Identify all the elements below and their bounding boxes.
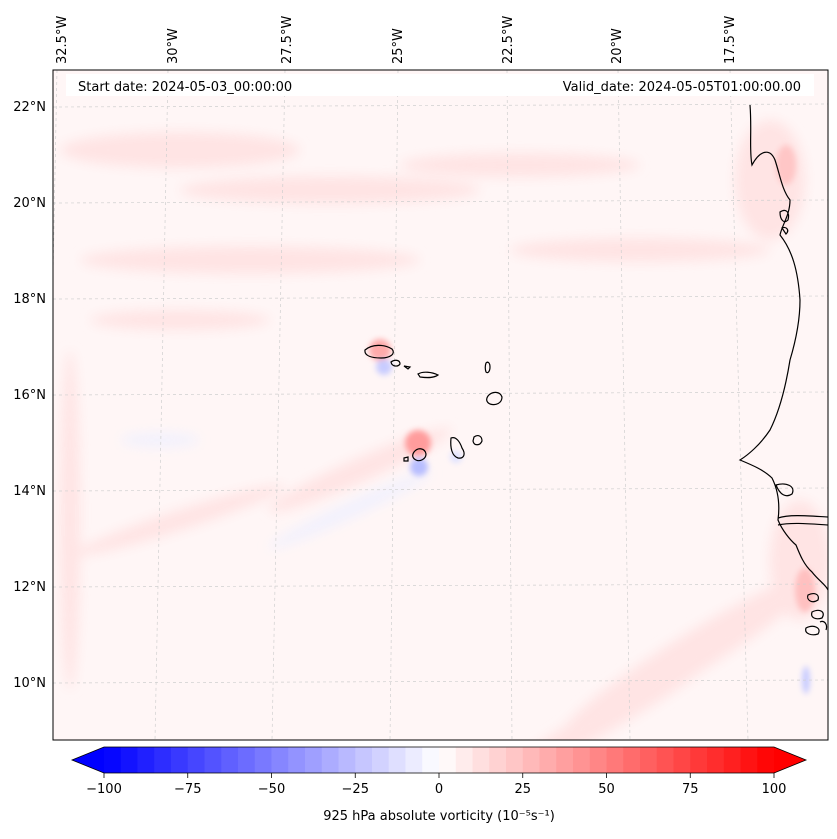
colorbar-cells [104, 747, 775, 773]
lon-label: 17.5°W [723, 16, 738, 64]
lat-label: 18°N [13, 292, 46, 307]
colorbar-cell [388, 747, 406, 773]
colorbar-cell [656, 747, 674, 773]
island-santa-luzia [403, 365, 412, 370]
colorbar-tick-label: −100 [86, 782, 122, 797]
island-boa-vista [486, 391, 503, 406]
vorticity-faint-blue [120, 433, 432, 549]
colorbar-cell [154, 747, 172, 773]
colorbar-cell [556, 747, 574, 773]
colorbar-cell [355, 747, 373, 773]
vorticity-island-dipoles [369, 145, 815, 694]
colorbar-cell [472, 747, 490, 773]
colorbar-cell [238, 747, 256, 773]
lon-label: 20°W [610, 28, 625, 64]
map-frame [52, 69, 829, 741]
island-fogo [412, 448, 427, 462]
colorbar-cell [120, 747, 138, 773]
colorbar-cell [723, 747, 741, 773]
colorbar-cell [271, 747, 289, 773]
lat-label: 20°N [13, 196, 46, 211]
colorbar-cell [288, 747, 306, 773]
colorbar-tick-label: 50 [598, 782, 615, 797]
colorbar-tick-label: 25 [514, 782, 531, 797]
colorbar-cell [606, 747, 624, 773]
lat-label: 10°N [13, 676, 46, 691]
colorbar-cell [589, 747, 607, 773]
colorbar-cell [740, 747, 758, 773]
start-date-label: Start date: 2024-05-03_00:00:00 [78, 80, 292, 95]
colorbar-cell [321, 747, 339, 773]
island-sao-nicolau [417, 371, 440, 379]
cape-verde-islands [364, 344, 503, 462]
colorbar-cell [422, 747, 440, 773]
colorbar-cell [623, 747, 641, 773]
colorbar-cell [455, 747, 473, 773]
map-panel [53, 70, 828, 740]
colorbar-tick-label: 100 [762, 782, 787, 797]
island-santiago [450, 437, 465, 459]
colorbar-cell [338, 747, 356, 773]
latitude-labels: 22°N 20°N 18°N 16°N 14°N 12°N 10°N [13, 100, 46, 691]
colorbar-cell [221, 747, 239, 773]
island-santo-antao [364, 344, 394, 359]
valid-date-label: Valid_date: 2024-05-05T01:00:00.00 [563, 80, 801, 95]
lon-label: 25°W [391, 28, 406, 64]
colorbar-cell [137, 747, 155, 773]
colorbar-tick-label: −25 [342, 782, 369, 797]
colorbar-cell [372, 747, 390, 773]
colorbar-cell [757, 747, 775, 773]
lon-label: 27.5°W [280, 16, 295, 64]
lon-label: 22.5°W [501, 16, 516, 64]
island-brava [403, 456, 409, 462]
date-header-box [66, 74, 814, 96]
west-africa-coastline [738, 104, 828, 636]
colorbar-cell [506, 747, 524, 773]
colorbar-cell [204, 747, 222, 773]
colorbar-tick-label: −50 [258, 782, 285, 797]
lon-label: 30°W [166, 28, 181, 64]
colorbar-cell [539, 747, 557, 773]
colorbar-label: 925 hPa absolute vorticity (10⁻⁵s⁻¹) [323, 809, 555, 824]
colorbar-cell [673, 747, 691, 773]
colorbar-cell [489, 747, 507, 773]
colorbar-cell [305, 747, 323, 773]
colorbar-ticks: −100 −75 −50 −25 0 25 50 75 100 [86, 773, 786, 797]
graticule [53, 70, 828, 740]
colorbar-tick-label: 0 [435, 782, 443, 797]
colorbar-cell [171, 747, 189, 773]
island-sal [484, 361, 491, 374]
colorbar-cell [640, 747, 658, 773]
colorbar-cell [187, 747, 205, 773]
lat-label: 14°N [13, 484, 46, 499]
longitude-labels: 32.5°W 30°W 27.5°W 25°W 22.5°W 20°W 17.5… [55, 16, 738, 64]
colorbar-cell [254, 747, 272, 773]
lon-label: 32.5°W [55, 16, 70, 64]
colorbar-cell [573, 747, 591, 773]
island-maio [472, 435, 483, 446]
island-sao-vicente [390, 359, 401, 367]
lat-label: 16°N [13, 388, 46, 403]
colorbar-cell [522, 747, 540, 773]
colorbar-cell [104, 747, 122, 773]
colorbar-cell [690, 747, 708, 773]
colorbar-tick-label: 75 [682, 782, 699, 797]
lat-label: 22°N [13, 100, 46, 115]
colorbar-cell [405, 747, 423, 773]
colorbar-cell [439, 747, 457, 773]
colorbar-extend-high [774, 747, 806, 773]
colorbar-extend-low [72, 747, 104, 773]
colorbar-tick-label: −75 [174, 782, 201, 797]
vorticity-patches [60, 120, 828, 740]
colorbar-cell [707, 747, 725, 773]
lat-label: 12°N [13, 580, 46, 595]
colorbar: −100 −75 −50 −25 0 25 50 75 100 925 hPa absolute… [70, 746, 808, 824]
